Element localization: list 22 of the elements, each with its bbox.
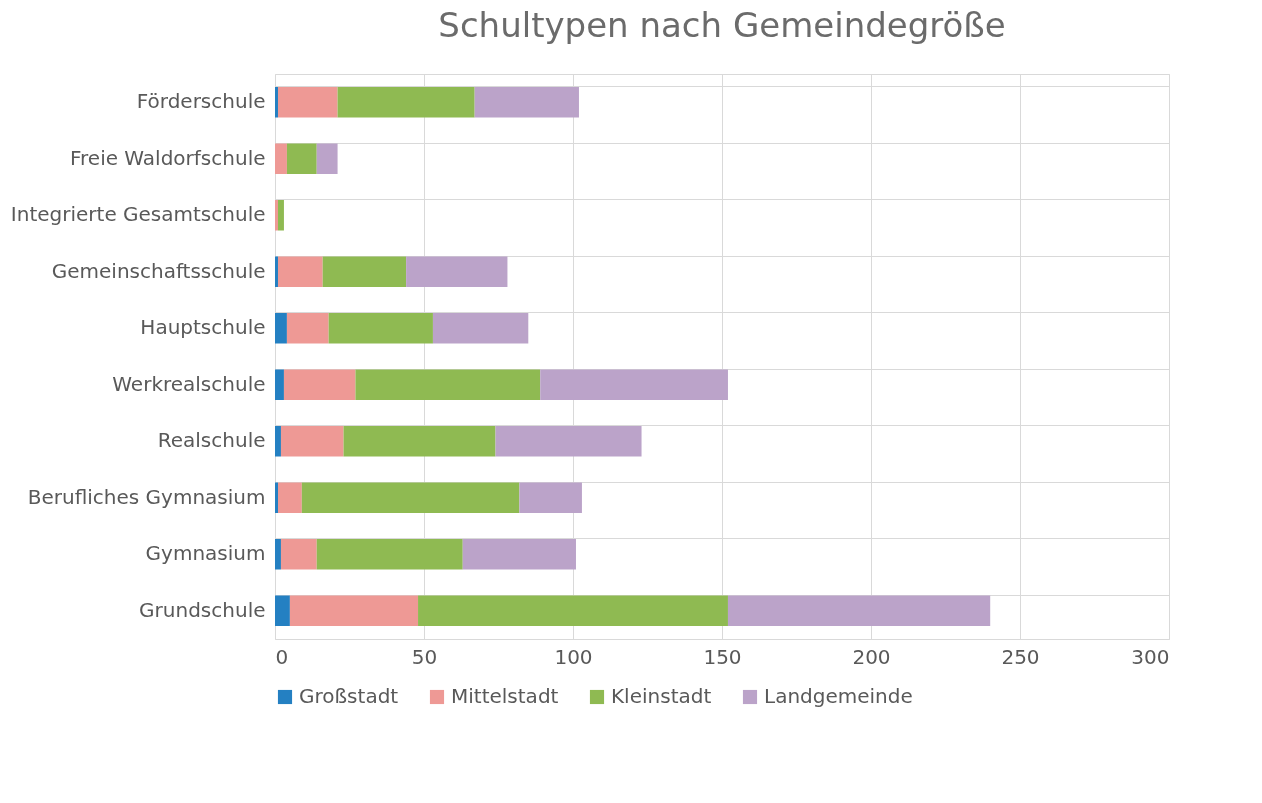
y-tick-label: Förderschule (136, 89, 266, 114)
x-tick-label: 150 (703, 644, 742, 669)
x-tick-label: 200 (852, 644, 891, 669)
y-tick-label: Berufliches Gymnasium (27, 484, 266, 509)
x-tick-label: 0 (275, 644, 289, 669)
x-tick-label: 250 (1001, 644, 1040, 669)
legend-label: Mittelstadt (451, 684, 559, 708)
y-tick-label: Gemeinschaftsschule (51, 258, 266, 283)
y-tick-label: Integrierte Gesamtschule (10, 202, 266, 227)
y-tick-label: Werkrealschule (112, 371, 266, 396)
x-tick-label: 50 (411, 644, 438, 669)
y-tick-label: Freie Waldorfschule (70, 145, 266, 170)
legend-label: Landgemeinde (764, 684, 913, 708)
x-tick-label: 300 (1131, 644, 1170, 669)
y-tick-label: Hauptschule (140, 315, 266, 340)
x-tick-label: 100 (554, 644, 593, 669)
y-tick-label: Realschule (157, 428, 266, 453)
legend-label: Großstadt (299, 684, 399, 708)
y-tick-label: Gymnasium (145, 541, 266, 566)
legend-label: Kleinstadt (611, 684, 712, 708)
y-tick-label: Grundschule (139, 597, 266, 622)
chart-title: Schultypen nach Gemeindegröße (438, 5, 1006, 45)
